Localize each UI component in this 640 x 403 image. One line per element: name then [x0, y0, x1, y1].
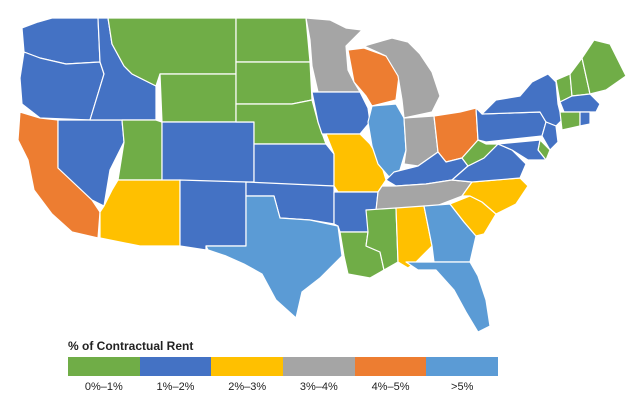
legend-color-bar	[68, 357, 499, 376]
state-ks[interactable]	[253, 143, 335, 187]
state-wi[interactable]	[347, 47, 401, 107]
legend-label: 0%–1%	[84, 381, 123, 393]
legend-label: 2%–3%	[228, 381, 267, 393]
state-me[interactable]	[581, 39, 627, 95]
state-nj[interactable]	[541, 121, 559, 151]
state-az[interactable]	[99, 179, 181, 247]
state-tx[interactable]	[205, 195, 343, 319]
legend-swatch-5	[426, 357, 499, 376]
state-co[interactable]	[161, 121, 255, 183]
state-md[interactable]	[497, 139, 547, 161]
state-ut[interactable]	[117, 119, 163, 181]
legend-swatch-1	[139, 357, 212, 376]
state-ny[interactable]	[481, 73, 563, 127]
state-mn[interactable]	[305, 17, 363, 93]
legend-labels: 0%–1% 1%–2% 2%–3% 3%–4% 4%–5% >5%	[68, 381, 498, 393]
us-states-map	[17, 17, 627, 333]
state-sd[interactable]	[235, 61, 313, 105]
legend-title: % of Contractual Rent	[68, 339, 194, 353]
state-mi[interactable]	[363, 37, 441, 119]
legend-label: 3%–4%	[299, 381, 338, 393]
state-nm[interactable]	[179, 179, 247, 251]
legend-swatch-0	[68, 357, 140, 376]
state-nd[interactable]	[235, 17, 311, 63]
state-ct[interactable]	[559, 111, 581, 131]
legend-label: >5%	[451, 381, 474, 393]
legend-label: 1%–2%	[156, 381, 195, 393]
legend-swatch-4	[354, 357, 427, 376]
state-ia[interactable]	[311, 91, 371, 135]
state-wy[interactable]	[159, 73, 237, 123]
legend-label: 4%–5%	[371, 381, 410, 393]
state-fl[interactable]	[405, 261, 491, 333]
state-ri[interactable]	[579, 111, 591, 127]
legend-swatch-2	[211, 357, 284, 376]
legend-swatch-3	[283, 357, 355, 376]
